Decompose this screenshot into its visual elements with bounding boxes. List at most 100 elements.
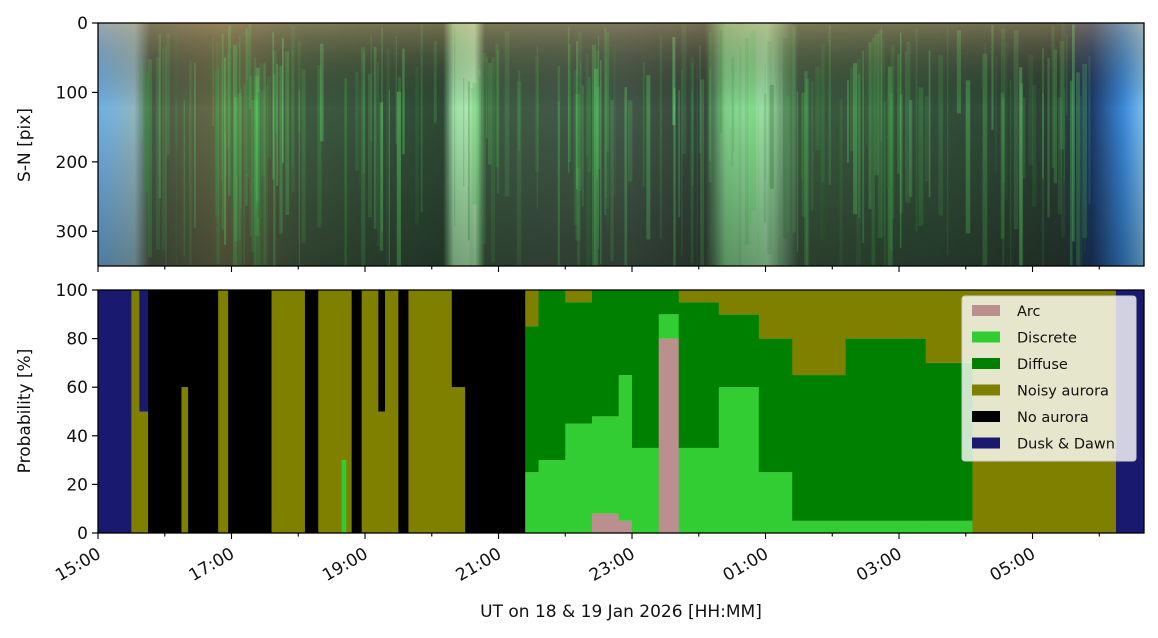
area-band-discrete xyxy=(538,460,566,533)
area-band-noisy-aurora xyxy=(845,290,927,339)
area-band-diffuse xyxy=(845,338,927,521)
area-band-diffuse xyxy=(678,302,720,448)
keogram-y-tick-label: 0 xyxy=(77,14,88,34)
keogram-panel: 0 100 200 300 S-N [pix] xyxy=(15,14,1145,272)
area-band-no-aurora xyxy=(398,290,409,533)
area-band-arc xyxy=(618,520,633,533)
keogram-y-ticks: 0 100 200 300 xyxy=(56,14,98,242)
probability-y-tick-label: 100 xyxy=(56,281,88,301)
legend-swatch xyxy=(972,437,1000,449)
area-band-noisy-aurora xyxy=(385,290,399,533)
area-band-noisy-aurora xyxy=(565,290,593,303)
area-band-no-aurora xyxy=(228,290,272,533)
area-band-noisy-aurora xyxy=(271,290,306,533)
probability-x-tick-label: 01:00 xyxy=(720,544,772,586)
area-band-no-aurora xyxy=(304,290,319,533)
probability-y-tick-label: 40 xyxy=(66,427,88,447)
probability-y-tick-label: 0 xyxy=(77,524,88,544)
keogram-shade xyxy=(98,23,1144,266)
area-band-diffuse xyxy=(658,290,680,315)
area-band-diffuse xyxy=(718,314,760,388)
area-band-noisy-aurora xyxy=(451,387,466,533)
area-band-discrete xyxy=(565,423,593,533)
area-band-discrete xyxy=(658,314,680,339)
area-band-dusk-dawn xyxy=(139,290,149,412)
probability-x-tick-label: 03:00 xyxy=(853,544,905,586)
area-band-noisy-aurora xyxy=(318,290,343,533)
area-band-diffuse xyxy=(618,290,633,376)
area-band-diffuse xyxy=(538,290,566,461)
keogram-y-tick-label: 200 xyxy=(56,153,88,173)
legend-label: Noisy aurora xyxy=(1017,384,1109,400)
legend-label: Arc xyxy=(1017,304,1041,320)
x-axis-label: UT on 18 & 19 Jan 2026 [HH:MM] xyxy=(480,602,762,622)
area-band-noisy-aurora xyxy=(139,411,149,533)
area-band-noisy-aurora xyxy=(341,290,347,461)
legend-swatch xyxy=(972,305,1000,316)
area-band-discrete xyxy=(341,460,347,533)
area-band-noisy-aurora xyxy=(525,290,539,327)
area-band-discrete xyxy=(792,520,847,533)
area-band-diffuse xyxy=(758,338,793,473)
area-band-noisy-aurora xyxy=(378,411,386,533)
keogram-frame xyxy=(97,22,1145,267)
area-band-noisy-aurora xyxy=(758,290,793,339)
legend-swatch xyxy=(972,358,1000,369)
area-band-discrete xyxy=(718,387,760,533)
probability-y-tick-label: 60 xyxy=(66,378,88,398)
probability-x-tick-label: 15:00 xyxy=(52,544,104,586)
probability-x-tick-label: 23:00 xyxy=(586,544,638,586)
probability-x-ticks: 15:00 17:00 19:00 21:00 23:00 01:00 03:00 05:00 xyxy=(52,533,1100,586)
area-band-noisy-aurora xyxy=(408,290,453,533)
area-band-diffuse xyxy=(525,326,539,473)
area-band-arc xyxy=(591,513,620,533)
probability-x-tick-label: 21:00 xyxy=(453,544,505,586)
legend-label: Dusk & Dawn xyxy=(1017,437,1115,453)
area-band-noisy-aurora xyxy=(792,290,847,376)
area-band-discrete xyxy=(591,416,620,514)
area-band-diffuse xyxy=(792,375,847,521)
area-band-noisy-aurora xyxy=(718,290,760,315)
area-band-no-aurora xyxy=(148,290,182,533)
area-band-diffuse xyxy=(565,302,593,424)
area-band-noisy-aurora xyxy=(361,290,379,533)
area-band-no-aurora xyxy=(378,290,386,412)
probability-x-tick-label: 05:00 xyxy=(987,544,1039,586)
area-band-discrete xyxy=(525,472,539,533)
area-band-noisy-aurora xyxy=(346,290,353,533)
probability-x-tick-label: 19:00 xyxy=(319,544,371,586)
keogram-y-tick-label: 100 xyxy=(56,83,88,103)
area-band-noisy-aurora xyxy=(181,387,189,533)
legend-swatch xyxy=(972,331,1000,343)
area-band-arc xyxy=(658,338,680,533)
area-band-no-aurora xyxy=(465,290,526,533)
area-band-no-aurora xyxy=(451,290,466,388)
keogram-x-ticks xyxy=(97,266,1100,272)
probability-y-ticks: 0 20 40 60 80 100 xyxy=(56,281,98,544)
keogram-y-label: S-N [pix] xyxy=(15,108,35,182)
area-band-noisy-aurora xyxy=(131,290,140,533)
legend-label: Discrete xyxy=(1017,331,1077,347)
area-band-noisy-aurora xyxy=(678,290,720,303)
area-band-diffuse xyxy=(632,290,660,448)
area-band-discrete xyxy=(845,520,927,533)
probability-x-tick-label: 17:00 xyxy=(186,544,238,586)
probability-panel: 0 20 40 60 80 100 15:00 17:00 19:00 21:00 23:00 01… xyxy=(15,281,1145,622)
area-band-discrete xyxy=(618,375,633,521)
legend-label: No aurora xyxy=(1017,410,1089,426)
probability-frame xyxy=(97,289,1145,534)
area-band-diffuse xyxy=(591,290,620,417)
area-band-discrete xyxy=(678,447,720,533)
area-band-no-aurora xyxy=(188,290,219,533)
area-band-noisy-aurora xyxy=(218,290,229,533)
probability-y-label: Probability [%] xyxy=(15,349,35,474)
area-band-discrete xyxy=(632,447,660,533)
probability-y-tick-label: 80 xyxy=(66,330,88,350)
probability-y-tick-label: 20 xyxy=(66,475,88,495)
legend: Arc Discrete Diffuse Noisy aurora No aurora D… xyxy=(961,295,1137,462)
area-band-no-aurora xyxy=(181,290,189,388)
keogram-y-tick-label: 300 xyxy=(56,222,88,242)
area-band-discrete xyxy=(758,472,793,533)
legend-box xyxy=(961,295,1137,462)
